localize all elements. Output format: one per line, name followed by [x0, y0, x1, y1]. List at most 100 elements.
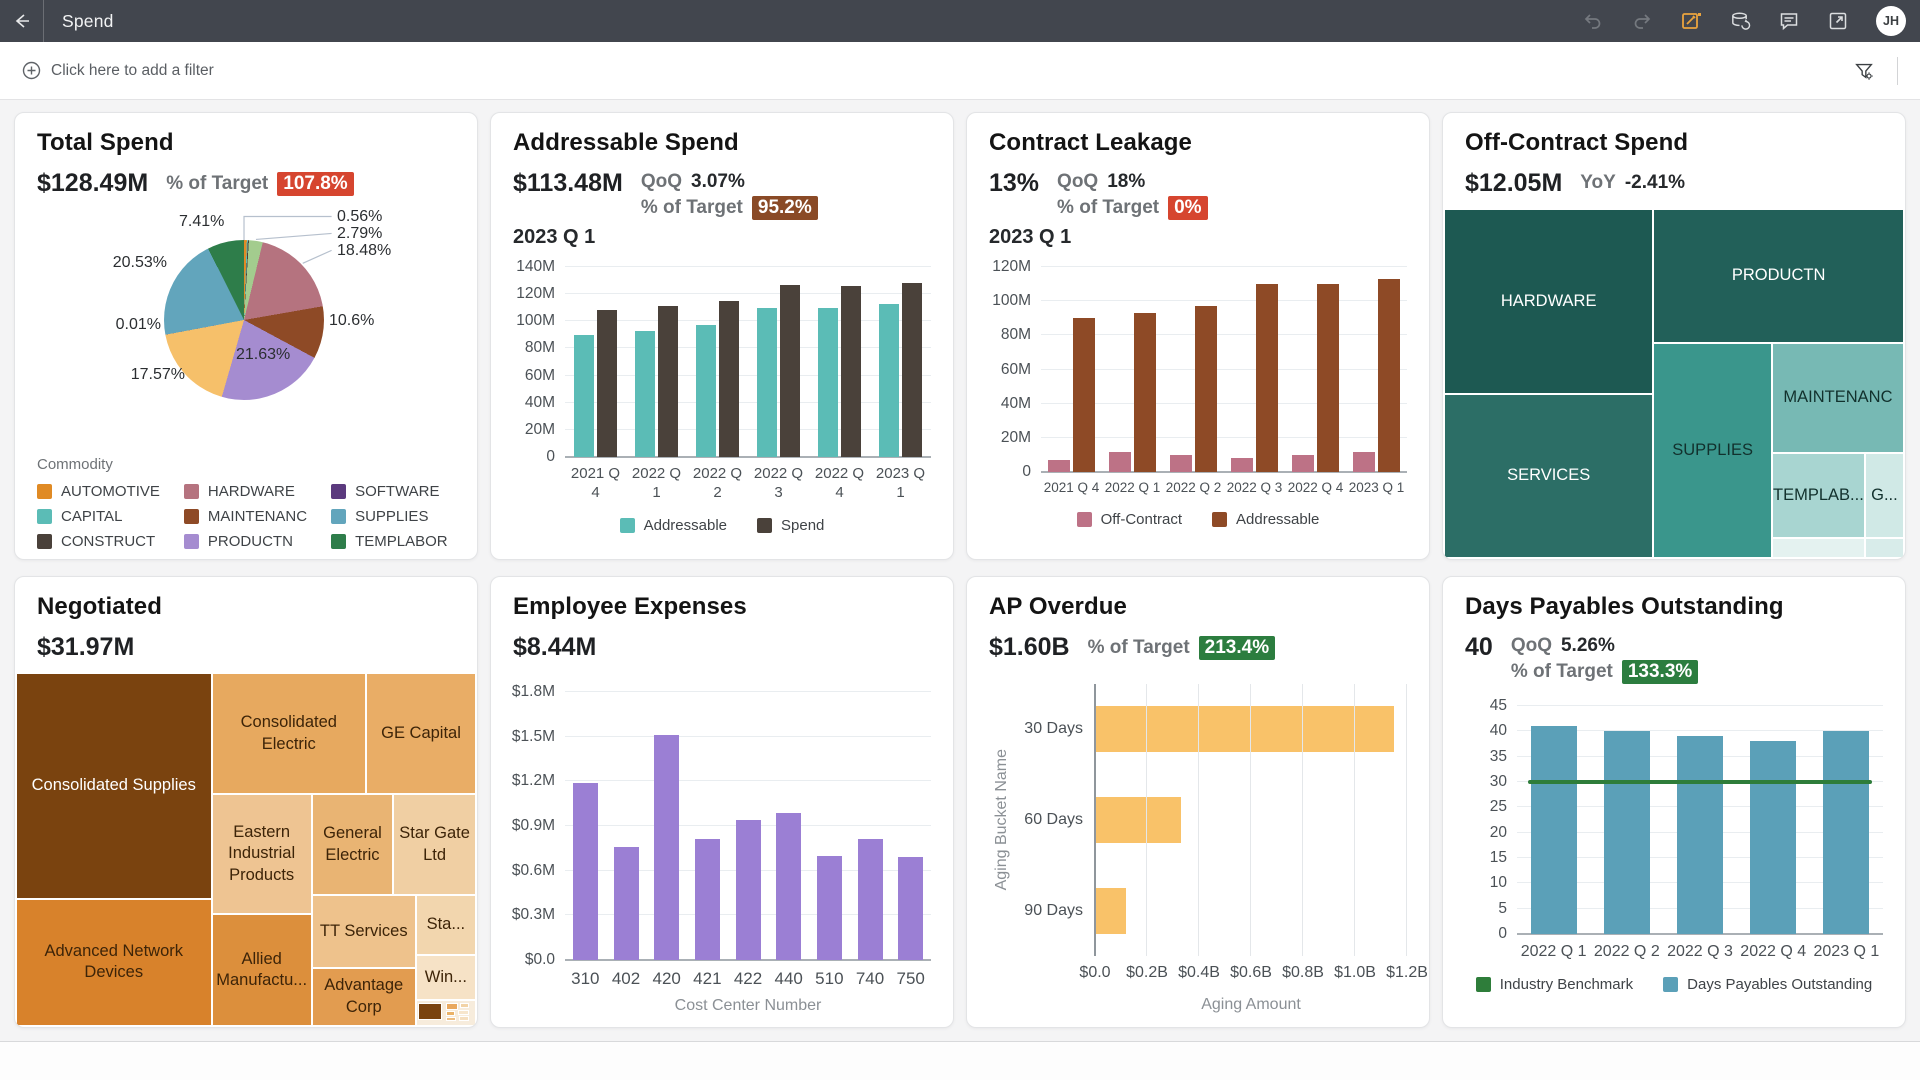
bar[interactable]: [613, 846, 639, 960]
open-expand-button[interactable]: [1827, 10, 1849, 32]
bar[interactable]: [658, 306, 678, 457]
treemap-cell[interactable]: Win...: [415, 955, 476, 1000]
bar[interactable]: [1353, 451, 1375, 472]
bar[interactable]: [902, 283, 922, 457]
employee-expenses-bar-chart[interactable]: $1.8M $1.5M $1.2M $0.9M $0.6M $0.3M $0.0 310 402…: [512, 683, 931, 1015]
bar[interactable]: [574, 334, 594, 457]
legend-swatch: [37, 509, 52, 524]
bar[interactable]: [1317, 284, 1339, 472]
negotiated-treemap[interactable]: Consolidated Supplies Advanced Network De…: [16, 673, 476, 1026]
bar[interactable]: [635, 330, 655, 457]
comments-button[interactable]: [1778, 10, 1800, 32]
legend-label: GENERAL: [61, 558, 133, 559]
total-spend-pie-chart[interactable]: 0.56% 2.79% 18.48% 10.6% 21.63% 17.57% 0…: [37, 208, 455, 448]
y-tick-label: 5: [1498, 899, 1507, 917]
contract-leakage-bar-chart[interactable]: 120M 100M 80M 60M 40M 20M 0 2021 Q 4 2022 Q 1 202…: [989, 258, 1407, 528]
bar[interactable]: [735, 820, 761, 960]
plus-circle-icon: [22, 61, 41, 80]
bar[interactable]: [776, 812, 802, 960]
bar[interactable]: [757, 307, 777, 457]
bar[interactable]: [1048, 460, 1070, 472]
bar[interactable]: [1134, 313, 1156, 472]
bar[interactable]: [879, 303, 899, 457]
undo-button[interactable]: [1582, 10, 1604, 32]
treemap-cell[interactable]: SERVICES: [1444, 393, 1654, 558]
redo-button[interactable]: [1631, 10, 1653, 32]
chart-body: $1.8M $1.5M $1.2M $0.9M $0.6M $0.3M $0.0: [512, 683, 931, 968]
treemap-cell-label: TT Services: [319, 921, 408, 940]
bar[interactable]: [1677, 736, 1723, 934]
treemap-cell[interactable]: GE Capital: [366, 673, 476, 795]
bar[interactable]: [1530, 726, 1577, 934]
bar[interactable]: [1823, 731, 1870, 934]
qoq-label: QoQ: [1510, 635, 1552, 656]
bar-group: [1737, 706, 1810, 934]
bar[interactable]: [654, 735, 680, 960]
treemap-cell-label: SERVICES: [1507, 466, 1591, 485]
bar[interactable]: [572, 782, 598, 960]
y-tick-label: 100M: [992, 292, 1031, 310]
add-filter-button[interactable]: Click here to add a filter: [22, 61, 214, 80]
bar[interactable]: [696, 325, 716, 457]
treemap-cell[interactable]: MAINTENANC: [1771, 342, 1904, 453]
bar[interactable]: [1603, 731, 1650, 934]
bar[interactable]: [818, 307, 838, 457]
qoq-label: QoQ: [1057, 171, 1099, 192]
filter-settings-button[interactable]: [1853, 60, 1875, 82]
bar[interactable]: [857, 839, 883, 960]
bar[interactable]: [1109, 451, 1131, 472]
bar[interactable]: [1195, 306, 1217, 472]
bar[interactable]: [1073, 318, 1095, 472]
treemap-cell[interactable]: SUPPLIES: [1653, 342, 1772, 558]
treemap-cell[interactable]: Allied Manufactu...: [211, 914, 312, 1026]
ap-overdue-hbar-chart[interactable]: Aging Bucket Name 30 Days 60 Days 90 Days $0…: [989, 684, 1428, 1014]
bar-group: [606, 692, 647, 960]
treemap-cell[interactable]: [1864, 538, 1904, 558]
legend-swatch: [757, 517, 772, 533]
treemap-cell[interactable]: [415, 999, 476, 1026]
off-contract-treemap[interactable]: HARDWARE SERVICES PRODUCTN SUPPLIES MAINTENA…: [1444, 209, 1904, 558]
treemap-cell[interactable]: TEMPLAB...: [1771, 452, 1865, 539]
bar[interactable]: [694, 839, 720, 960]
bar[interactable]: [1095, 706, 1394, 753]
bar[interactable]: [1256, 284, 1278, 472]
bar[interactable]: [1170, 454, 1192, 472]
bar-group: [1346, 267, 1407, 472]
bar[interactable]: [816, 855, 842, 960]
bar[interactable]: [1095, 887, 1127, 934]
treemap-cell[interactable]: General Electric: [311, 794, 394, 896]
treemap-cell[interactable]: HARDWARE: [1444, 209, 1654, 394]
treemap-cell[interactable]: TT Services: [311, 895, 416, 968]
bar[interactable]: [780, 284, 800, 457]
bar[interactable]: [1292, 454, 1314, 472]
x-axis-labels: 2022 Q 1 2022 Q 2 2022 Q 3 2022 Q 4 2023 Q 1: [1517, 942, 1883, 962]
treemap-cell[interactable]: Consolidated Supplies: [16, 673, 212, 899]
edit-button[interactable]: [1680, 10, 1702, 32]
bar[interactable]: [1750, 741, 1797, 934]
avatar[interactable]: JH: [1876, 6, 1906, 36]
bar[interactable]: [597, 310, 617, 457]
bar[interactable]: [1378, 278, 1400, 472]
pie[interactable]: [164, 240, 324, 400]
treemap-cell[interactable]: Sta...: [415, 895, 476, 956]
bar[interactable]: [898, 857, 924, 960]
treemap-cell[interactable]: G...: [1864, 452, 1904, 539]
bar[interactable]: [1231, 458, 1253, 472]
treemap-cell[interactable]: Advanced Network Devices: [16, 898, 212, 1026]
treemap-cell[interactable]: PRODUCTN: [1653, 209, 1904, 343]
days-payables-bar-chart[interactable]: 45 40 35 30 25 20 15 10 5 0 2022 Q 1 2022 Q 2 2022 Q…: [1465, 697, 1883, 993]
bar-group: [809, 692, 850, 960]
bar-group: [565, 692, 606, 960]
treemap-cell[interactable]: Consolidated Electric: [211, 673, 367, 795]
treemap-cell[interactable]: Eastern Industrial Products: [211, 794, 312, 915]
bar[interactable]: [719, 300, 739, 457]
qoq-value: 3.07%: [691, 171, 745, 192]
data-refresh-button[interactable]: [1729, 10, 1751, 32]
addressable-spend-bar-chart[interactable]: 140M 120M 100M 80M 60M 40M 20M 0 2021 Q 4 2022 Q …: [513, 258, 931, 534]
bar[interactable]: [1095, 796, 1181, 843]
treemap-cell[interactable]: [1771, 538, 1865, 558]
treemap-cell[interactable]: Star Gate Ltd: [393, 794, 476, 896]
back-button[interactable]: [0, 0, 44, 42]
bar[interactable]: [841, 286, 861, 457]
treemap-cell[interactable]: Advantage Corp: [311, 967, 416, 1026]
